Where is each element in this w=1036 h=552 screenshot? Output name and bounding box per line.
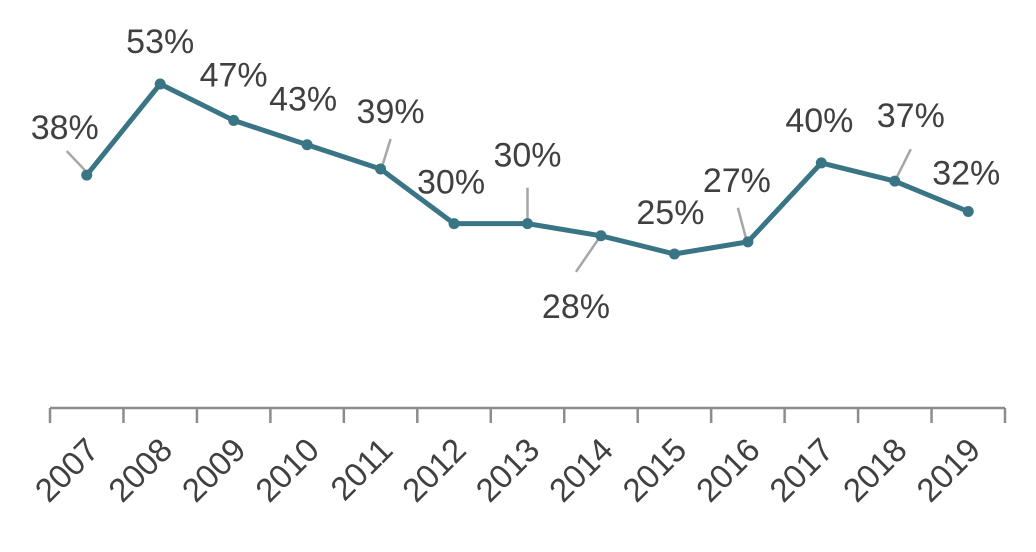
x-tick-label: 2017 xyxy=(762,431,840,509)
label-leader-line xyxy=(574,239,599,273)
data-label: 40% xyxy=(785,102,853,140)
data-point xyxy=(742,236,754,248)
label-leader-line xyxy=(381,138,392,166)
data-label: 25% xyxy=(636,194,704,232)
data-label: 43% xyxy=(269,81,337,119)
x-tick-label: 2015 xyxy=(615,431,693,509)
label-leader-line xyxy=(736,207,748,239)
data-point xyxy=(448,218,460,230)
data-point xyxy=(962,206,974,217)
data-label: 28% xyxy=(542,288,610,326)
data-label: 39% xyxy=(357,93,425,131)
data-point xyxy=(154,78,166,90)
x-tick-label: 2019 xyxy=(909,431,987,509)
x-tick-label: 2016 xyxy=(689,431,767,509)
x-tick-label: 2012 xyxy=(395,431,473,509)
data-label: 30% xyxy=(493,137,561,175)
x-tick-label: 2014 xyxy=(542,431,620,509)
data-label: 38% xyxy=(31,109,99,147)
data-label: 47% xyxy=(200,56,268,94)
data-point xyxy=(375,163,387,175)
data-label: 37% xyxy=(877,97,945,135)
x-tick-label: 2008 xyxy=(101,431,179,509)
data-point xyxy=(81,169,93,181)
data-label: 53% xyxy=(126,23,194,61)
data-point xyxy=(668,248,680,260)
x-tick-label: 2013 xyxy=(468,431,546,509)
x-tick-label: 2010 xyxy=(248,431,326,509)
data-point xyxy=(301,139,313,151)
x-tick-label: 2009 xyxy=(175,431,253,509)
label-leader-line xyxy=(895,148,912,178)
data-point xyxy=(815,157,827,169)
data-label: 32% xyxy=(932,155,1000,193)
data-label: 27% xyxy=(703,162,771,200)
data-point xyxy=(228,114,240,126)
data-point xyxy=(595,230,607,242)
data-point xyxy=(522,218,533,230)
x-tick-label: 2011 xyxy=(323,431,399,507)
x-tick-label: 2018 xyxy=(836,431,914,509)
x-tick-label: 2007 xyxy=(28,431,106,509)
data-label: 30% xyxy=(417,164,485,202)
label-leader-line xyxy=(65,150,86,171)
data-point xyxy=(889,175,901,187)
